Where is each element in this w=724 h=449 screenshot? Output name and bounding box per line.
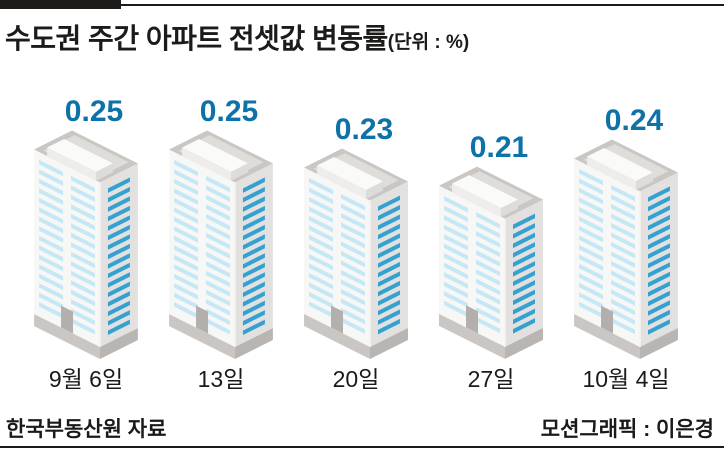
- building-column: 0.24: [556, 88, 696, 360]
- value-label: 0.21: [469, 131, 529, 164]
- date-row: 9월 6일 13일 20일 27일 10월 4일: [0, 360, 724, 392]
- building-illustration: [33, 130, 139, 360]
- date-label: 9월 6일: [48, 366, 124, 392]
- building-column: 0.21: [421, 88, 561, 360]
- value-label: 0.23: [334, 113, 394, 146]
- date-label: 27일: [467, 366, 515, 392]
- building-column: 0.23: [286, 88, 426, 360]
- credit-label: 모션그래픽 : 이은경: [540, 418, 714, 441]
- building-column: 0.25: [151, 88, 291, 360]
- value-label: 0.24: [604, 104, 664, 137]
- chart: 0.25 0.25 0.23 0.21 0.24: [0, 88, 724, 360]
- building-illustration: [438, 166, 544, 360]
- value-label: 0.25: [64, 95, 124, 128]
- building-illustration: [303, 148, 409, 360]
- building-illustration: [168, 130, 274, 360]
- date-label: 20일: [332, 366, 380, 392]
- date-label: 10월 4일: [582, 366, 670, 392]
- date-label: 13일: [197, 366, 245, 392]
- value-label: 0.25: [199, 95, 259, 128]
- top-rule: [0, 4, 724, 6]
- unit-note: (단위 : %): [387, 32, 470, 53]
- source-label: 한국부동산원 자료: [6, 418, 167, 441]
- title-text: 수도권 주간 아파트 전셋값 변동률: [5, 23, 388, 54]
- bottom-rule: [0, 446, 724, 448]
- building-column: 0.25: [16, 88, 156, 360]
- top-rule-accent: [0, 0, 121, 9]
- building-illustration: [573, 139, 679, 360]
- page-title: 수도권 주간 아파트 전셋값 변동률(단위 : %): [5, 22, 469, 56]
